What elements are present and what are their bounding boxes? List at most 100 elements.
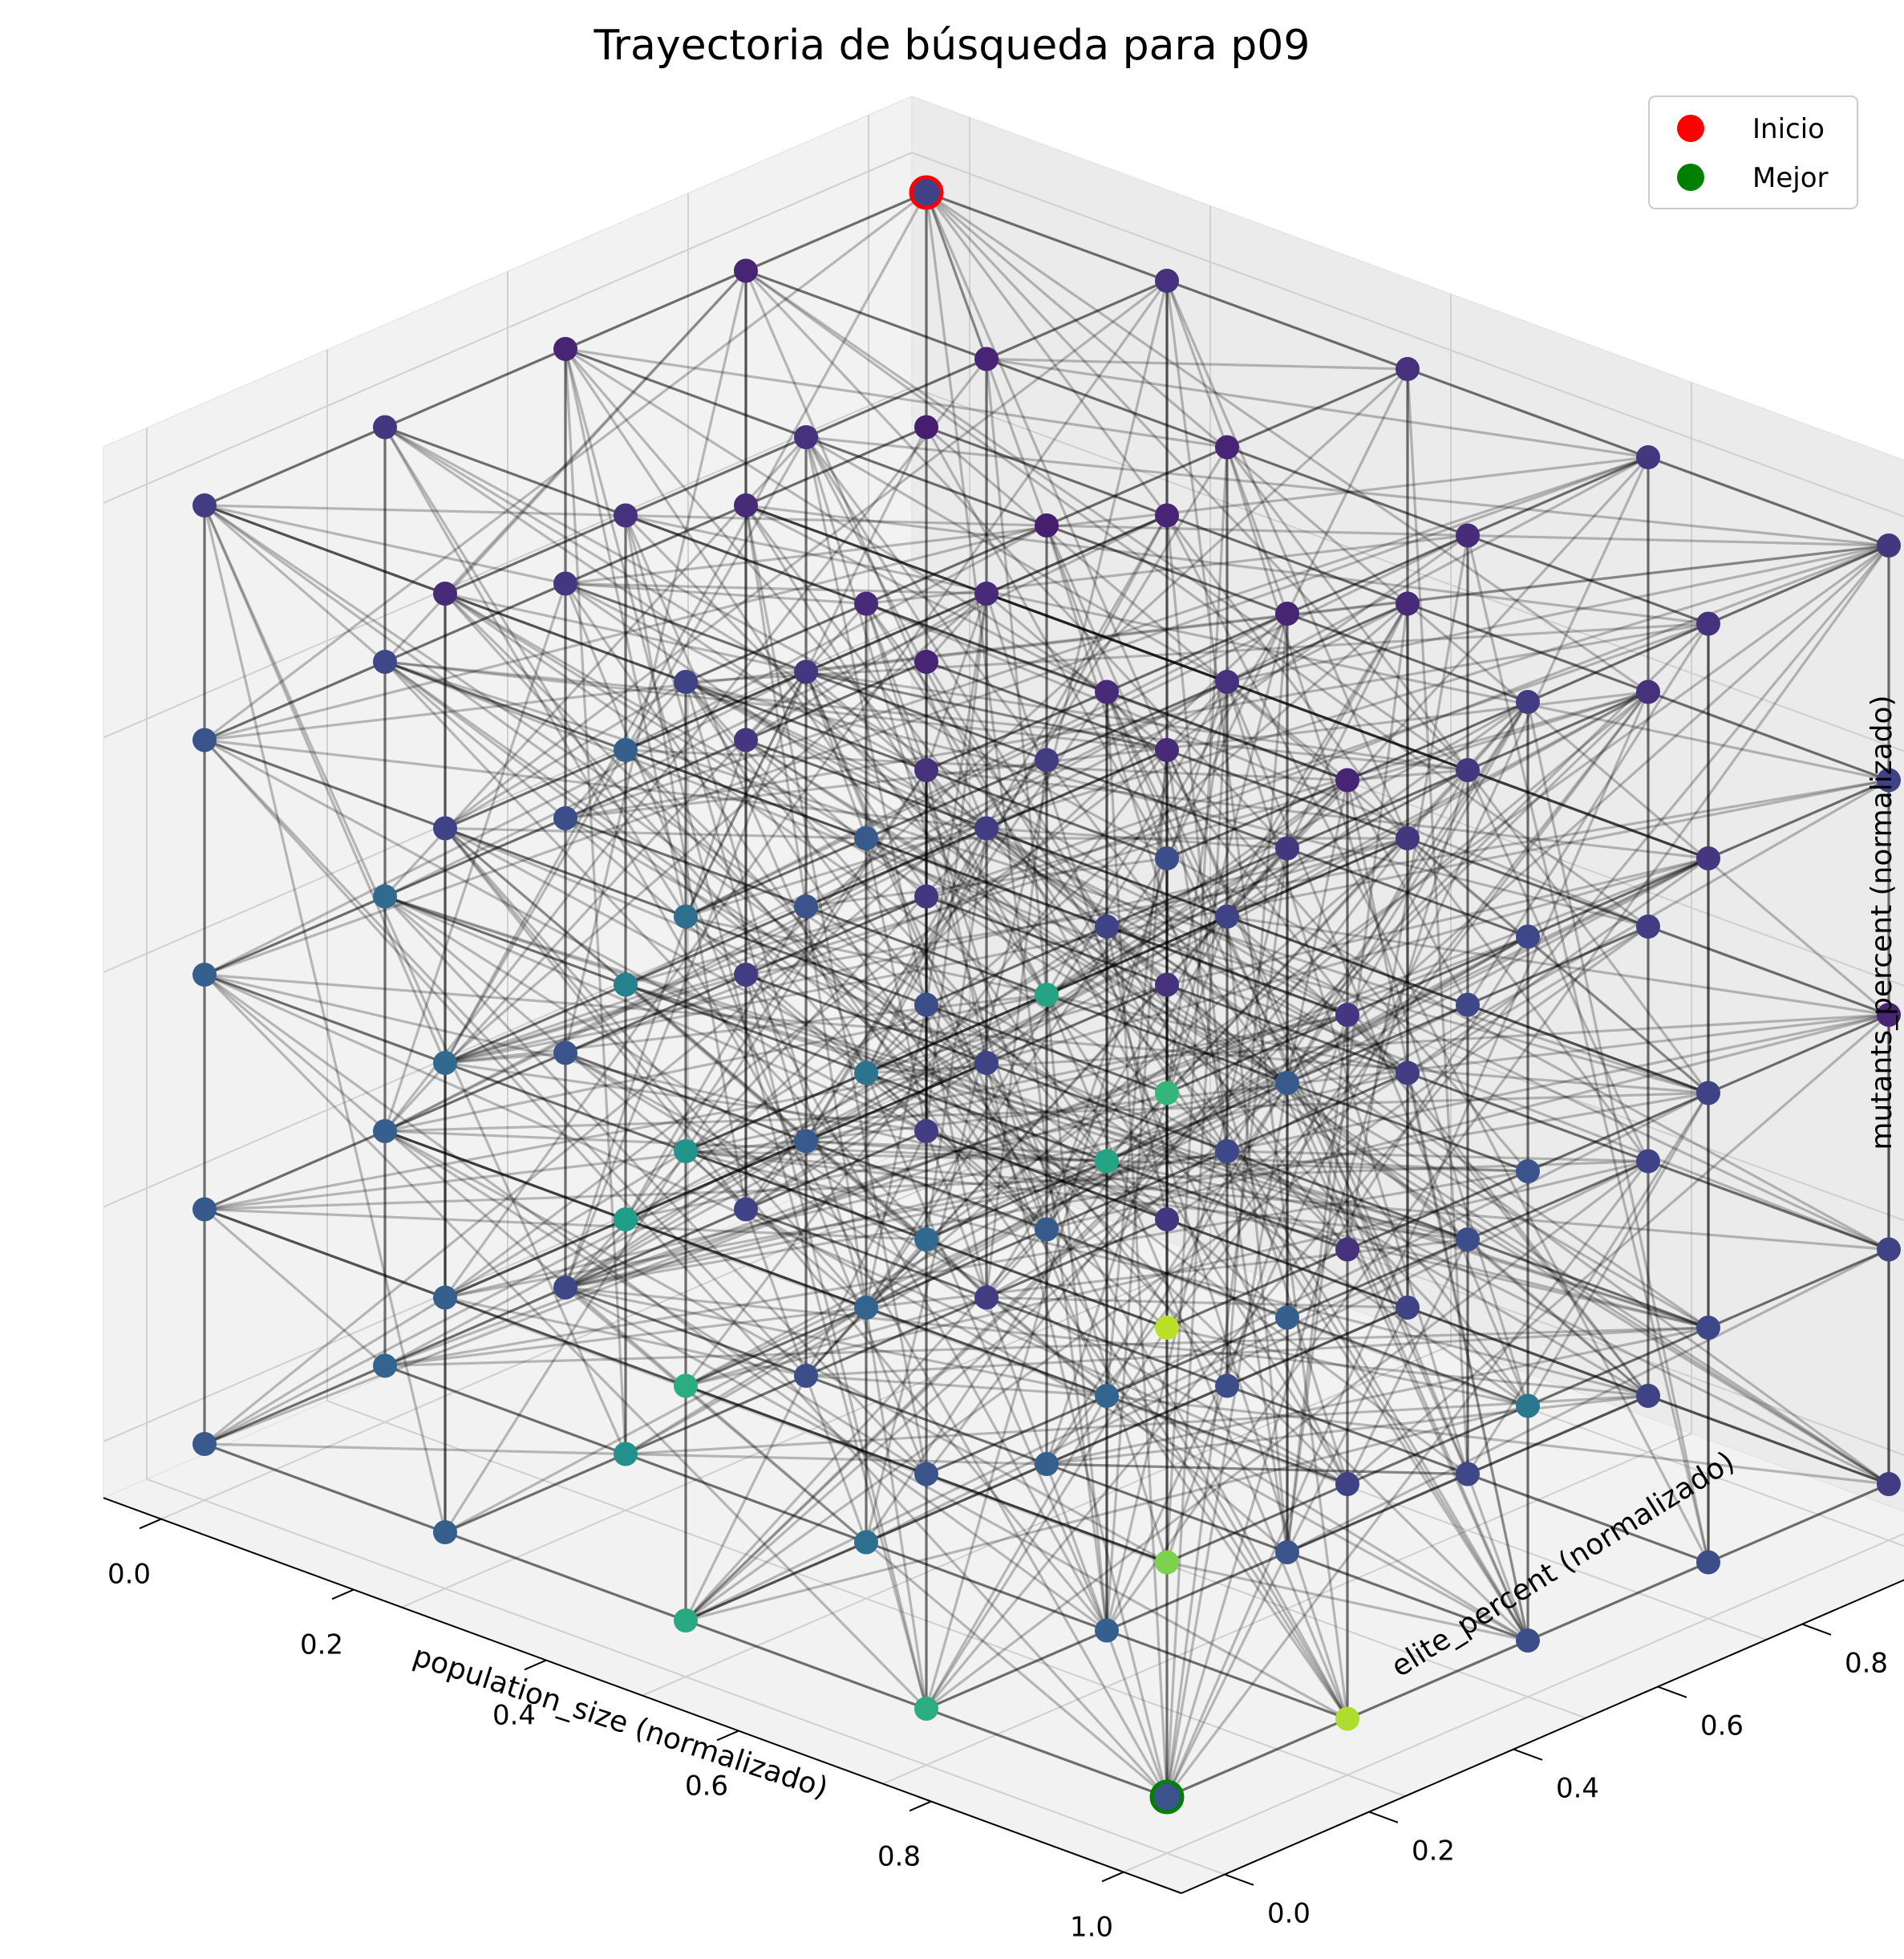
trajectory-edge bbox=[745, 270, 1469, 772]
trajectory-edge bbox=[1165, 680, 1229, 752]
trajectory-edge bbox=[444, 514, 626, 595]
data-point bbox=[1396, 591, 1420, 616]
trajectory-edge bbox=[565, 973, 747, 1054]
trajectory-edge bbox=[1347, 1639, 1529, 1720]
trajectory-edge bbox=[565, 347, 1108, 693]
trajectory-edge bbox=[865, 613, 1289, 1308]
trajectory-edge bbox=[744, 974, 928, 1710]
data-point bbox=[1155, 1081, 1179, 1105]
trajectory-edge bbox=[1225, 916, 1289, 1553]
trajectory-edge bbox=[745, 660, 927, 741]
data-point bbox=[1215, 1373, 1239, 1398]
trajectory-edge bbox=[986, 592, 1228, 683]
data-point bbox=[1215, 435, 1239, 460]
trajectory-edge bbox=[1286, 1014, 1349, 1553]
back-grid-z bbox=[911, 621, 1904, 987]
trajectory-edge bbox=[1106, 612, 1288, 693]
trajectory-edge bbox=[1106, 1092, 1709, 1397]
trajectory-edge bbox=[925, 192, 1108, 1631]
trajectory-edge bbox=[744, 270, 1289, 850]
trajectory-edge bbox=[804, 671, 868, 839]
trajectory-edge bbox=[1226, 837, 1408, 918]
data-point bbox=[974, 347, 999, 371]
back-grid-z bbox=[911, 152, 1904, 517]
trajectory-edge bbox=[625, 671, 807, 752]
trajectory-edge bbox=[1105, 692, 1169, 1798]
trajectory-edge bbox=[685, 915, 927, 1007]
trajectory-edge bbox=[865, 514, 1169, 1074]
trajectory-edge bbox=[1225, 456, 1650, 918]
data-point bbox=[553, 571, 577, 596]
trajectory-edge bbox=[744, 739, 928, 898]
y-tick-mark bbox=[1368, 1811, 1399, 1823]
trajectory-edge bbox=[1046, 758, 1288, 850]
trajectory-edge bbox=[444, 270, 747, 595]
data-point bbox=[373, 415, 397, 440]
trajectory-edge bbox=[745, 739, 1288, 1085]
trajectory-edge bbox=[444, 826, 867, 840]
trajectory-edge bbox=[1166, 857, 1709, 987]
trajectory-edge bbox=[865, 602, 928, 771]
data-point bbox=[373, 1119, 397, 1143]
trajectory-edge bbox=[625, 905, 807, 986]
trajectory-edge bbox=[204, 973, 1709, 1329]
trajectory-edge bbox=[1106, 935, 1529, 1162]
trajectory-points bbox=[192, 175, 1901, 1815]
trajectory-edge bbox=[1708, 1482, 1890, 1564]
trajectory-edge bbox=[865, 1004, 928, 1074]
legend-marker-inicio bbox=[1677, 115, 1704, 142]
trajectory-edge bbox=[1226, 445, 1469, 537]
trajectory-edge bbox=[926, 1238, 1168, 1329]
data-point bbox=[1696, 611, 1720, 636]
data-point bbox=[1516, 924, 1540, 949]
trajectory-edge bbox=[865, 1306, 1108, 1397]
x-axis-line bbox=[103, 1497, 1182, 1894]
trajectory-edges bbox=[203, 191, 1890, 1799]
data-point bbox=[734, 258, 758, 283]
left-grid-z bbox=[103, 621, 913, 973]
trajectory-edge bbox=[564, 582, 1349, 1720]
trajectory-edge bbox=[444, 973, 747, 1065]
trajectory-edge bbox=[986, 514, 1168, 595]
trajectory-edge bbox=[685, 1306, 867, 1387]
trajectory-edge bbox=[1226, 367, 1408, 448]
data-point bbox=[1335, 768, 1359, 793]
trajectory-edge bbox=[805, 670, 1047, 762]
trajectory-edge bbox=[1105, 848, 1289, 1631]
legend-marker-mejor bbox=[1677, 164, 1704, 191]
trajectory-edge bbox=[986, 279, 1168, 360]
trajectory-edge bbox=[444, 592, 988, 1065]
trajectory-edge bbox=[203, 739, 808, 1377]
trajectory-edge bbox=[986, 826, 1288, 850]
data-point bbox=[854, 1296, 878, 1320]
data-point bbox=[614, 972, 638, 997]
trajectory-edge bbox=[805, 592, 987, 673]
trajectory-edge bbox=[685, 602, 867, 683]
legend-label-mejor: Mejor bbox=[1752, 162, 1829, 194]
data-point bbox=[192, 963, 217, 987]
x-tick-mark bbox=[716, 1730, 739, 1742]
trajectory-edge bbox=[565, 1013, 1348, 1289]
trajectory-edge bbox=[204, 1207, 446, 1300]
trajectory-edge bbox=[384, 993, 1047, 1133]
trajectory-edge bbox=[624, 769, 928, 1220]
trajectory-edge bbox=[986, 1296, 1408, 1309]
trajectory-edge bbox=[444, 827, 1108, 1632]
data-point bbox=[794, 659, 818, 684]
data-point bbox=[914, 884, 938, 909]
data-point bbox=[1155, 1316, 1179, 1340]
trajectory-edge bbox=[444, 827, 1228, 1153]
trajectory-edge bbox=[745, 847, 1288, 1211]
data-point bbox=[1516, 1159, 1540, 1183]
data-point bbox=[1335, 1003, 1359, 1027]
trajectory-edge bbox=[986, 748, 1168, 829]
trajectory-edge bbox=[1046, 1385, 1228, 1466]
trajectory-edge bbox=[1166, 1482, 1348, 1564]
data-point bbox=[1696, 1550, 1720, 1575]
trajectory-edge bbox=[805, 436, 1228, 683]
trajectory-edge bbox=[203, 505, 627, 1455]
trajectory-edge bbox=[926, 691, 1108, 772]
trajectory-edge bbox=[985, 1062, 1169, 1798]
trajectory-edge bbox=[926, 857, 1709, 1241]
data-point bbox=[974, 816, 999, 841]
